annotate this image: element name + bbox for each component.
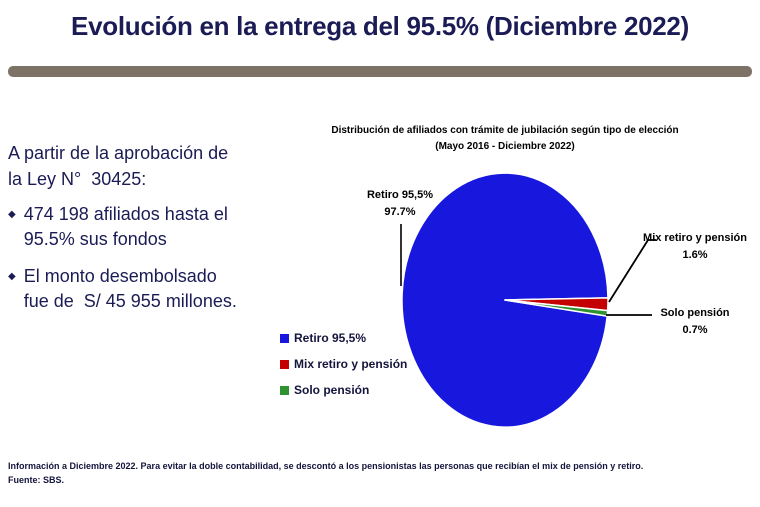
callout-solo-value: 0.7% bbox=[682, 324, 708, 336]
callout-mix-value: 1.6% bbox=[682, 249, 708, 261]
callout-retiro: Retiro 95,5% 97.7% bbox=[335, 187, 465, 221]
bullet-text: El monto desembolsado fue de S/ 45 955 m… bbox=[23, 266, 237, 311]
bullet-item: ◆ El monto desembolsado fue de S/ 45 955… bbox=[8, 264, 280, 314]
intro-text: A partir de la aprobación de la Ley N° 3… bbox=[8, 143, 229, 189]
pie-svg bbox=[400, 172, 656, 428]
legend-item: Solo pensión bbox=[280, 377, 407, 403]
legend-label: Mix retiro y pensión bbox=[294, 357, 408, 371]
callout-solo-label: Solo pensión bbox=[660, 307, 730, 319]
pie-chart-area: Distribución de afiliados con trámite de… bbox=[280, 118, 760, 440]
callout-line-mix bbox=[608, 239, 656, 303]
legend-item: Retiro 95,5% bbox=[280, 325, 407, 351]
callout-retiro-value: 97.7% bbox=[384, 206, 416, 218]
chart-legend: Retiro 95,5% Mix retiro y pensión Solo pen… bbox=[280, 325, 407, 403]
pie-slices bbox=[401, 172, 609, 428]
bullet-text: 474 198 afiliados hasta el 95.5% sus fon… bbox=[23, 204, 228, 249]
bullet-item: ◆ 474 198 afiliados hasta el 95.5% sus f… bbox=[8, 202, 280, 252]
pie-slice-2 bbox=[504, 299, 609, 317]
legend-swatch bbox=[280, 333, 289, 343]
footer-note: Información a Diciembre 2022. Para evita… bbox=[8, 461, 644, 471]
chart-title-line1: Distribución de afiliados con trámite de… bbox=[331, 125, 679, 136]
left-text-panel: A partir de la aprobación de la Ley N° 3… bbox=[8, 140, 280, 326]
slide-title: Evolución en la entrega del 95.5% (Dicie… bbox=[71, 11, 689, 41]
legend-label: Solo pensión bbox=[294, 383, 370, 397]
callout-mix-label: Mix retiro y pensión bbox=[643, 232, 747, 244]
diamond-bullet-icon: ◆ bbox=[8, 209, 16, 220]
title-divider-bar bbox=[8, 66, 752, 77]
legend-label: Retiro 95,5% bbox=[294, 331, 367, 345]
callout-solo: Solo pensión 0.7% bbox=[640, 305, 750, 339]
footer: Información a Diciembre 2022. Para evita… bbox=[8, 459, 760, 487]
legend-item: Mix retiro y pensión bbox=[280, 351, 407, 377]
callout-retiro-label: Retiro 95,5% bbox=[366, 189, 434, 201]
chart-title-line2: (Mayo 2016 - Diciembre 2022) bbox=[435, 141, 575, 152]
legend-swatch bbox=[280, 359, 289, 369]
callout-mix: Mix retiro y pensión 1.6% bbox=[633, 230, 757, 264]
diamond-bullet-icon: ◆ bbox=[8, 271, 16, 282]
legend-swatch bbox=[280, 385, 289, 395]
footer-source: Fuente: SBS. bbox=[8, 475, 65, 485]
chart-title: Distribución de afiliados con trámite de… bbox=[280, 123, 730, 155]
